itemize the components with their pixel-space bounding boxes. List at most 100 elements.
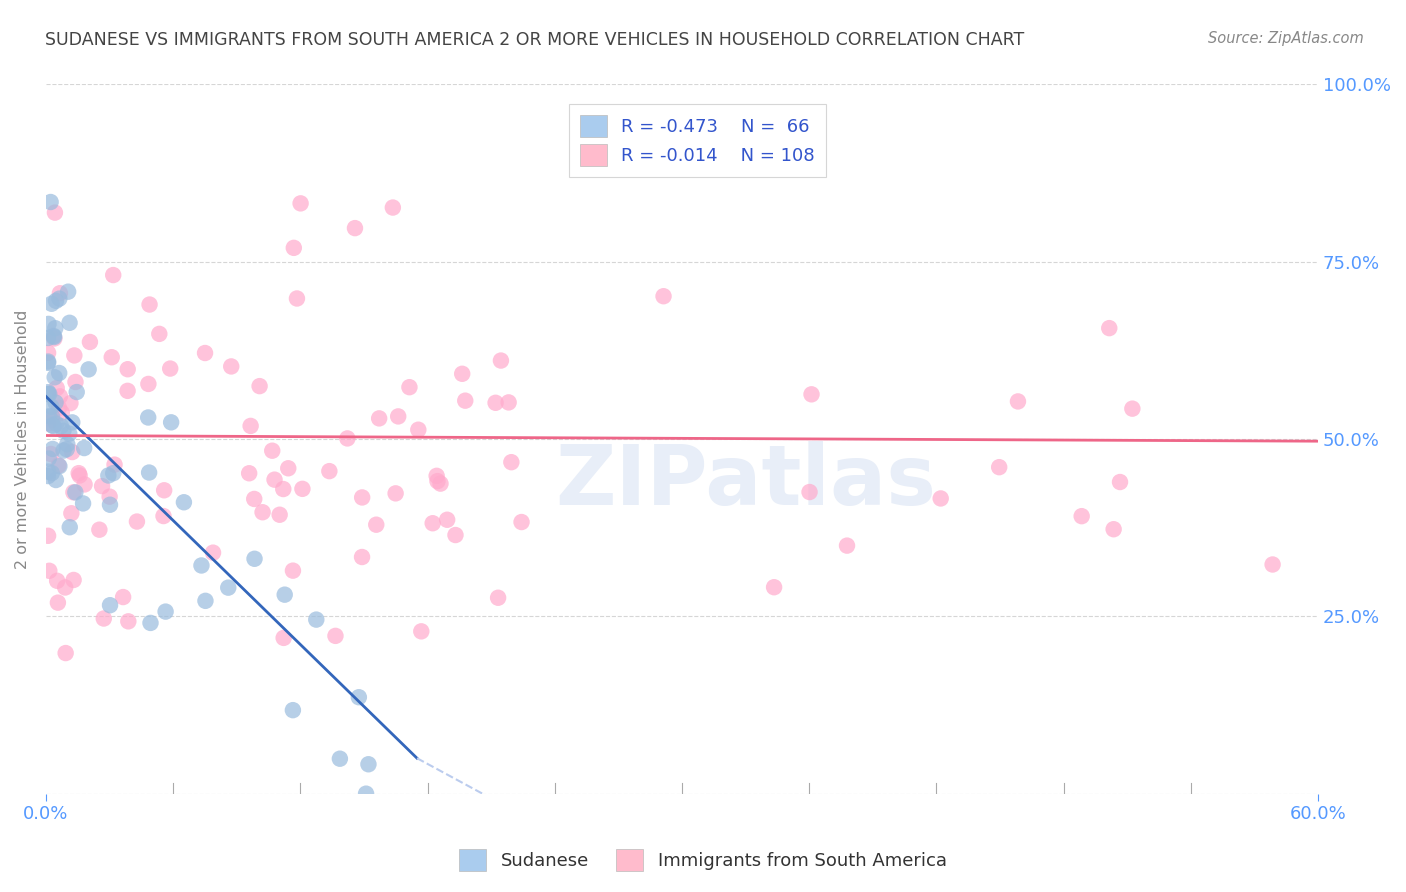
Point (58, 426, 80, 441)
Point (190, 558, 212, 573)
Text: Source: ZipAtlas.com: Source: ZipAtlas.com (1208, 31, 1364, 46)
Point (67, 466, 90, 480)
Point (336, 432, 359, 446)
Point (60, 445, 83, 459)
Point (103, 268, 125, 282)
Point (398, 380, 420, 394)
Point (501, 455, 523, 469)
Point (63, 348, 86, 362)
Point (835, 539, 858, 553)
Point (45, 473, 67, 487)
Point (37, 417, 59, 431)
Point (305, 613, 328, 627)
Point (72, 496, 94, 510)
Point (65, 375, 87, 389)
Point (69, 468, 91, 483)
Point (451, 367, 474, 381)
Point (49, 389, 72, 403)
Point (484, 396, 506, 410)
Point (411, 624, 433, 639)
Point (243, 491, 266, 506)
Point (384, 486, 406, 500)
Point (103, 466, 125, 480)
Point (52, 443, 75, 458)
Point (1007, 394, 1029, 409)
Point (408, 423, 430, 437)
Point (329, 752, 352, 766)
Point (77, 362, 100, 376)
Point (45, 395, 67, 409)
Point (194, 594, 217, 608)
Point (652, 289, 675, 303)
Point (89, 523, 111, 537)
Point (66, 385, 89, 400)
Point (38, 451, 60, 466)
Point (37, 354, 59, 368)
Text: SUDANESE VS IMMIGRANTS FROM SOUTH AMERICA 2 OR MORE VEHICLES IN HOUSEHOLD CORREL: SUDANESE VS IMMIGRANTS FROM SOUTH AMERIC… (45, 31, 1024, 49)
Point (117, 384, 139, 398)
Point (387, 409, 409, 424)
Point (239, 418, 262, 433)
Point (148, 326, 170, 341)
Point (38, 564, 60, 578)
Point (429, 476, 451, 491)
Point (277, 461, 299, 475)
Point (44, 330, 66, 344)
Point (290, 196, 312, 211)
Point (283, 241, 305, 255)
Point (368, 411, 391, 425)
Point (454, 393, 477, 408)
Point (53, 581, 76, 595)
Point (273, 631, 295, 645)
Point (1070, 509, 1092, 524)
Point (291, 482, 314, 496)
Point (41, 418, 63, 433)
Point (42, 419, 65, 434)
Point (49, 419, 72, 434)
Point (347, 690, 370, 705)
Point (46, 574, 69, 588)
Point (39, 194, 62, 209)
Point (357, 757, 380, 772)
Point (112, 590, 135, 604)
Point (56, 285, 79, 299)
Point (238, 467, 260, 481)
Point (37, 529, 59, 543)
Point (281, 703, 304, 717)
Point (41, 442, 63, 456)
Point (45, 381, 67, 395)
Point (91, 479, 114, 493)
Point (37, 346, 59, 360)
Point (37, 387, 59, 401)
Point (55, 442, 77, 457)
Point (46, 596, 69, 610)
Point (217, 581, 239, 595)
Point (249, 379, 271, 393)
Legend: R = -0.473    N =  66, R = -0.014    N = 108: R = -0.473 N = 66, R = -0.014 N = 108 (569, 104, 825, 177)
Legend: Sudanese, Immigrants from South America: Sudanese, Immigrants from South America (453, 842, 953, 879)
Point (44, 321, 66, 335)
Point (73, 477, 96, 491)
Point (59, 520, 82, 534)
Point (252, 505, 274, 519)
Point (160, 415, 183, 429)
Point (444, 528, 467, 542)
Point (98, 498, 121, 512)
Point (45, 417, 67, 431)
Point (1109, 475, 1132, 489)
Point (281, 564, 304, 578)
Point (52, 424, 75, 438)
Point (60, 506, 83, 520)
Point (41, 400, 63, 414)
Text: ZIPatlas: ZIPatlas (555, 442, 936, 522)
Point (41, 466, 63, 480)
Point (366, 517, 388, 532)
Point (58, 316, 80, 330)
Point (1098, 321, 1121, 335)
Point (153, 483, 176, 498)
Point (42, 329, 65, 343)
Point (41, 297, 63, 311)
Point (929, 491, 952, 506)
Point (343, 221, 366, 235)
Point (60, 416, 83, 430)
